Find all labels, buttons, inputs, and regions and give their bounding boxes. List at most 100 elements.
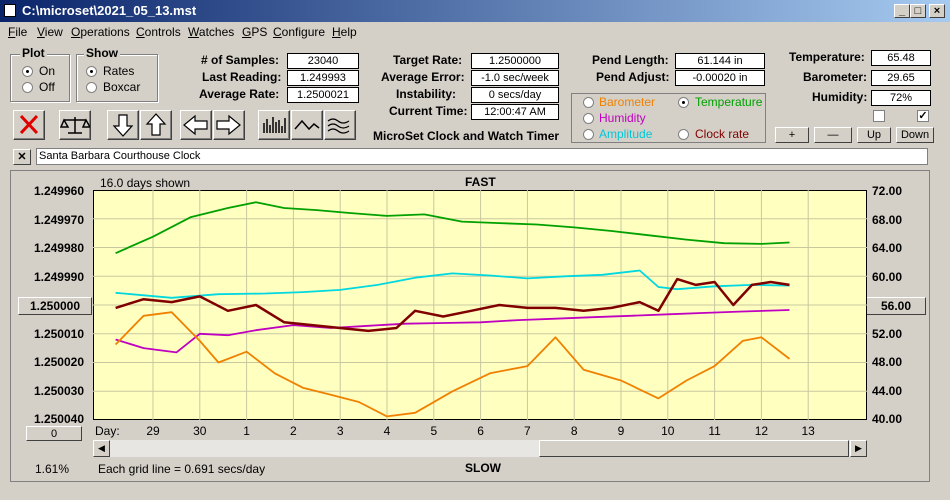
barometer-value: 29.65 <box>871 70 931 86</box>
stop-button[interactable] <box>13 110 45 140</box>
minimize-button[interactable]: _ <box>894 4 910 18</box>
left-tick: 1.250020 <box>33 355 84 369</box>
average-error-label: Average Error: <box>381 70 465 84</box>
arrow-left-icon <box>183 114 208 136</box>
scale-down-button[interactable]: Down <box>896 127 934 143</box>
overlay-amplitude-radio[interactable] <box>583 129 594 140</box>
title-bar: C:\microset\2021_05_13.mst _ □ × <box>0 0 950 22</box>
barometer-label: Barometer: <box>803 70 868 84</box>
scroll-right-arrow[interactable]: ▶ <box>850 440 867 457</box>
samples-value: 23040 <box>287 53 359 69</box>
series-line-temperature <box>115 201 790 255</box>
rate-up-button[interactable] <box>140 110 172 140</box>
right-tick: 40.00 <box>872 412 903 426</box>
right-tick: 68.00 <box>872 213 903 227</box>
overlay-humidity-label: Humidity <box>599 111 646 125</box>
menu-operations[interactable]: Operations <box>71 25 130 39</box>
show-group <box>76 54 158 102</box>
horizontal-scrollbar[interactable]: ◀ ▶ <box>93 440 867 457</box>
graph-frame <box>10 170 930 482</box>
menu-file[interactable]: File <box>8 25 28 39</box>
rate-chart <box>93 190 867 420</box>
temperature-value: 65.48 <box>871 50 931 66</box>
overlay-humidity-radio[interactable] <box>583 113 594 124</box>
day-tick-label: 2 <box>290 424 297 438</box>
menu-configure[interactable]: Configure <box>273 25 326 39</box>
scroll-thumb[interactable] <box>539 440 849 457</box>
overlay-temperature-radio[interactable] <box>678 97 689 108</box>
day-tick-label: 11 <box>708 424 721 438</box>
temperature-label: Temperature: <box>789 50 865 64</box>
plot-on-radio[interactable] <box>22 66 33 77</box>
arrow-down-icon <box>112 114 134 137</box>
scale-plus-button[interactable]: + <box>775 127 809 143</box>
day-tick-label: 29 <box>146 424 160 438</box>
bar-graph-button[interactable] <box>258 110 290 140</box>
right-center-button[interactable]: 56.00 <box>866 297 926 315</box>
humidity-label: Humidity: <box>812 90 868 104</box>
plot-off-label: Off <box>39 80 55 94</box>
right-tick: 60.00 <box>872 270 903 284</box>
day-tick-label: 30 <box>193 424 207 438</box>
average-rate-value: 1.2500021 <box>287 87 359 103</box>
clear-name-button[interactable]: ✕ <box>13 149 31 165</box>
target-rate-value: 1.2500000 <box>471 53 559 69</box>
overlay-clock-rate-label: Clock rate <box>695 127 750 141</box>
last-reading-label: Last Reading: <box>202 70 282 84</box>
menu-controls[interactable]: Controls <box>136 25 181 39</box>
overlay-checkbox-left[interactable] <box>873 110 885 122</box>
center-rate-button[interactable]: 1.250000 <box>18 297 92 315</box>
scale-minus-button[interactable]: — <box>814 127 852 143</box>
left-tick: 1.249960 <box>33 184 84 198</box>
show-rates-radio[interactable] <box>86 66 97 77</box>
day-axis: 29 30 1 2 3 4 5 6 7 8 9 10 11 12 13 <box>93 424 867 438</box>
menu-watches[interactable]: Watches <box>188 25 235 39</box>
scroll-right-button[interactable] <box>213 110 245 140</box>
day-tick-label: 7 <box>524 424 531 438</box>
left-tick: 1.250040 <box>33 412 84 426</box>
pend-length-label: Pend Length: <box>592 53 669 67</box>
show-boxcar-label: Boxcar <box>103 80 141 94</box>
menu-gps[interactable]: GPS <box>242 25 268 39</box>
right-tick: 72.00 <box>872 184 903 198</box>
day-tick-label: 12 <box>754 424 769 438</box>
right-tick: 64.00 <box>872 241 903 255</box>
overlay-temperature-label: Temperature <box>695 95 763 109</box>
menu-bar: File View Operations Controls Watches GP… <box>0 23 950 41</box>
humidity-value: 72% <box>871 90 931 106</box>
close-window-button[interactable]: × <box>929 4 945 18</box>
pend-length-value: 61.144 in <box>675 53 765 69</box>
balance-button[interactable] <box>59 110 92 140</box>
line-graph-button[interactable] <box>291 110 323 140</box>
current-time-value: 12:00:47 AM <box>471 104 559 120</box>
left-tick: 1.250010 <box>33 327 84 341</box>
left-tick: 1.250030 <box>33 384 84 398</box>
wave-graph-button[interactable] <box>324 110 356 140</box>
slow-label: SLOW <box>465 461 501 475</box>
plot-off-radio[interactable] <box>22 82 33 93</box>
scale-up-button[interactable]: Up <box>857 127 891 143</box>
day-tick-label: 9 <box>617 424 625 438</box>
show-boxcar-radio[interactable] <box>86 82 97 93</box>
series-line-humidity <box>115 309 790 354</box>
days-shown-label: 16.0 days shown <box>100 176 191 190</box>
rate-down-button[interactable] <box>107 110 139 140</box>
overlay-barometer-label: Barometer <box>599 95 656 109</box>
overlay-checkbox-right[interactable]: ✓ <box>917 110 929 122</box>
right-tick: 52.00 <box>872 327 903 341</box>
scroll-left-arrow[interactable]: ◀ <box>93 440 110 457</box>
overlay-clock-rate-radio[interactable] <box>678 129 689 140</box>
scroll-left-button[interactable] <box>180 110 212 140</box>
menu-view[interactable]: View <box>37 25 63 39</box>
plot-on-label: On <box>39 64 56 78</box>
day-tick-label: 10 <box>661 424 675 438</box>
zero-button[interactable]: 0 <box>26 426 82 441</box>
samples-label: # of Samples: <box>201 53 280 67</box>
red-x-icon <box>19 114 39 135</box>
day-tick-label: 6 <box>477 424 484 438</box>
clock-name-field[interactable]: Santa Barbara Courthouse Clock <box>36 148 928 165</box>
menu-help[interactable]: Help <box>332 25 357 39</box>
maximize-button[interactable]: □ <box>910 4 926 18</box>
overlay-barometer-radio[interactable] <box>583 97 594 108</box>
percent-label: 1.61% <box>35 462 70 476</box>
